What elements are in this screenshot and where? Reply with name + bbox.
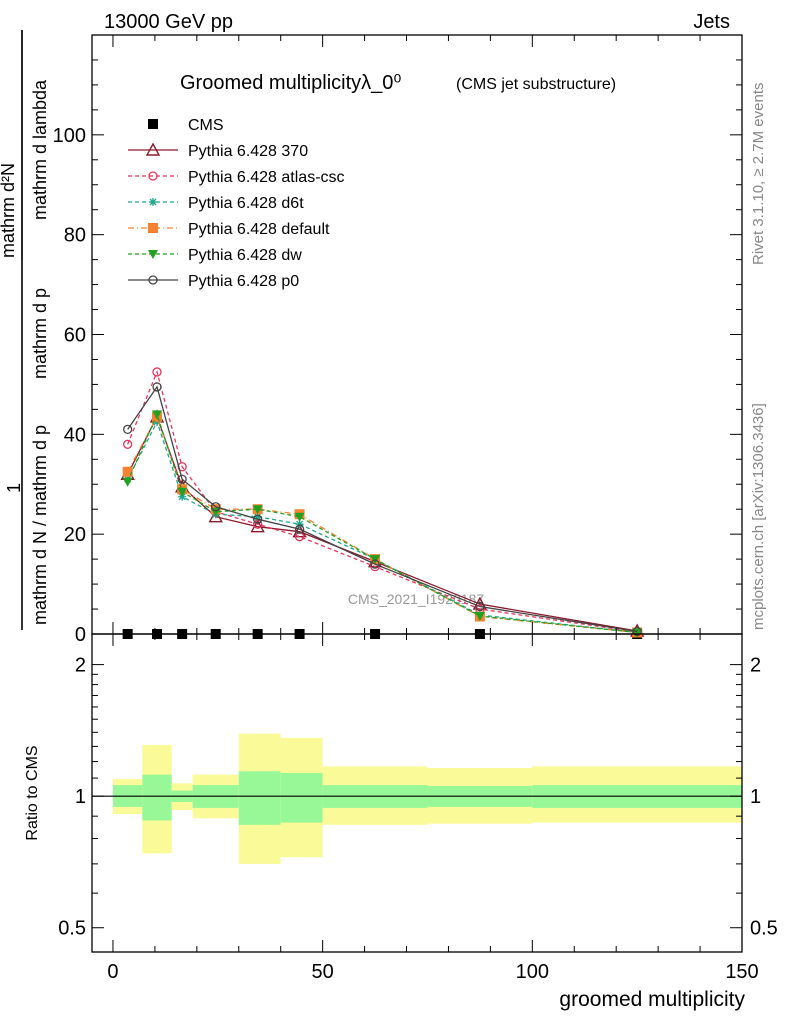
data-point [122,477,133,487]
ratio-tick-label-left: 1 [75,786,86,808]
data-point [152,367,162,377]
legend-marker [148,250,158,259]
legend-label: CMS [188,117,224,134]
header-left: 13000 GeV pp [104,11,233,33]
chart-subtitle: (CMS jet substructure) [456,76,616,93]
data-point [211,502,221,512]
y-tick-label: 20 [64,524,86,546]
data-point [475,601,485,612]
ratio-band-inner [280,772,323,823]
data-point [177,474,187,484]
y-tick-label: 100 [53,125,86,147]
data-point [474,612,485,622]
legend-marker [149,198,157,206]
x-tick-label: 100 [516,961,549,983]
data-point [252,505,263,515]
ratio-bands [112,733,742,864]
ratio-band-inner [142,774,172,821]
legend-label: Pythia 6.428 atlas-csc [188,169,345,186]
data-point [294,524,305,534]
ratio-plot-frame [91,633,743,953]
legend-label: Pythia 6.428 dw [188,247,302,264]
data-point [252,514,263,524]
ratio-tick-label-right: 1 [750,786,761,808]
ylabel-dlambda: mathrm d lambda [30,79,50,220]
data-point [295,520,304,529]
data-point [122,439,133,449]
ratio-tick-label-left: 2 [75,655,86,677]
ratio-ylabel: Ratio to CMS [24,745,41,840]
ylabel-numerator: mathrm d²N [0,163,18,258]
legend-entry: Pythia 6.428 atlas-csc [128,169,345,186]
data-point [294,512,305,522]
legend-label: Pythia 6.428 p0 [188,273,299,290]
legend-entry: Pythia 6.428 default [128,221,330,238]
ratio-y-ticks: 0.5 0.5 1 1 2 2 [58,655,778,940]
ratio-band-inner [238,771,281,825]
legend-marker [148,223,158,233]
data-point [152,410,162,420]
x-tick-label: 0 [107,961,118,983]
legend-label: Pythia 6.428 default [188,221,330,238]
series-layer [120,367,645,639]
legend-marker [148,119,158,129]
legend-entry: Pythia 6.428 p0 [128,273,299,290]
header-right: Jets [693,11,730,33]
legend-entry: Pythia 6.428 370 [128,142,308,160]
series-6 [122,382,642,637]
legend-marker [148,171,158,181]
legend-entry: Pythia 6.428 dw [128,247,302,264]
data-point [370,559,380,569]
legend-entry: CMS [148,117,224,134]
x-tick-label: 50 [312,961,334,983]
x-tick-label: 150 [725,961,758,983]
legend-label: Pythia 6.428 d6t [188,195,304,212]
series-5 [122,410,643,638]
series-line [127,369,638,633]
chart-title: Groomed multiplicityλ_0⁰ [180,72,401,94]
data-point [177,487,188,497]
y-tick-label: 80 [64,225,86,247]
series-line [127,385,638,633]
data-point [253,512,262,521]
ylabel-dp: mathrm d p [30,288,50,379]
x-axis-label: groomed multiplicity [559,988,745,1011]
ratio-tick-label-right: 2 [750,655,761,677]
ylabel-denominator: mathrm d N / mathrm d p [30,425,50,625]
data-point [208,509,223,523]
legend-marker [148,275,158,285]
mcplots-label: mcplots.cern.ch [arXiv:1306.3436] [750,403,767,630]
legend-marker [145,142,161,156]
rivet-label: Rivet 3.1.10, ≥ 2.7M events [750,83,767,266]
x-axis-ticks: 0 50 100 150 [107,35,759,983]
data-point [632,626,642,637]
legend: CMS Pythia 6.428 370 Pythia 6.428 atlas-cs… [128,117,345,290]
data-point [122,424,133,434]
analysis-watermark: CMS_2021_I1920187 [348,591,484,607]
ylabel-number: 1 [4,483,24,493]
ratio-tick-label-right: 0.5 [750,918,778,940]
y-tick-label: 60 [64,325,86,347]
legend-entry: Pythia 6.428 d6t [128,195,304,212]
main-ylabel: 1 mathrm d N / mathrm d p mathrm d²N mat… [0,30,50,630]
series-line [127,412,638,634]
data-point [152,382,162,392]
y-tick-label: 0 [75,624,86,646]
ratio-tick-label-left: 0.5 [58,918,86,940]
data-point [122,466,133,477]
legend-label: Pythia 6.428 370 [188,143,308,160]
y-tick-label: 40 [64,424,86,446]
main-y-tick-labels: 0 20 40 60 80 100 [53,125,86,646]
